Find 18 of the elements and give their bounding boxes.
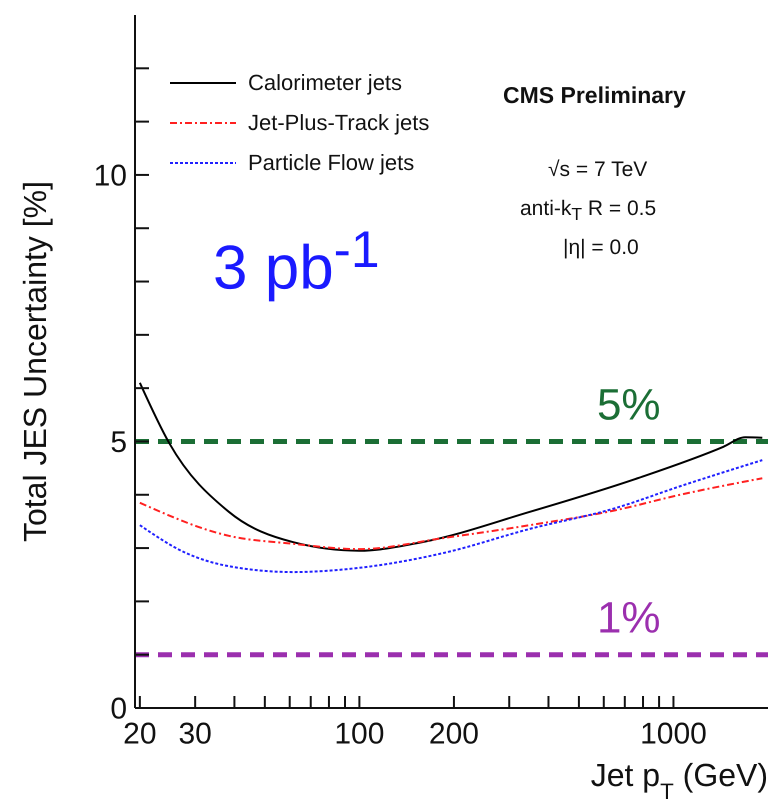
ref-line-label: 1% bbox=[596, 594, 661, 643]
y-tick-label: 5 bbox=[110, 426, 127, 460]
annotation: |η| = 0.0 bbox=[563, 236, 639, 260]
annotation: 3 pb$^{-1}$ bbox=[213, 220, 380, 303]
y-tick-label: 10 bbox=[94, 160, 127, 193]
x-tick-label: 200 bbox=[428, 717, 479, 750]
x-tick-label: 100 bbox=[334, 717, 384, 750]
legend-label: Particle Flow jets bbox=[248, 150, 414, 176]
y-axis-title: Total JES Uncertainty [%] bbox=[17, 180, 53, 542]
annotation: anti-k$_{T}$ R = 0.5 bbox=[520, 197, 656, 224]
legend-label: Calorimeter jets bbox=[248, 70, 402, 96]
x-tick-label: 1000 bbox=[640, 717, 707, 750]
legend-label: Jet-Plus-Track jets bbox=[248, 110, 430, 136]
annotation: √s = 7 TeV bbox=[548, 158, 648, 182]
x-tick-label: 30 bbox=[178, 717, 212, 750]
annotation: CMS Preliminary bbox=[503, 82, 686, 108]
x-axis-title: Jet p$_{T}$ (GeV) bbox=[590, 757, 768, 804]
ref-line-label: 5% bbox=[596, 380, 661, 430]
